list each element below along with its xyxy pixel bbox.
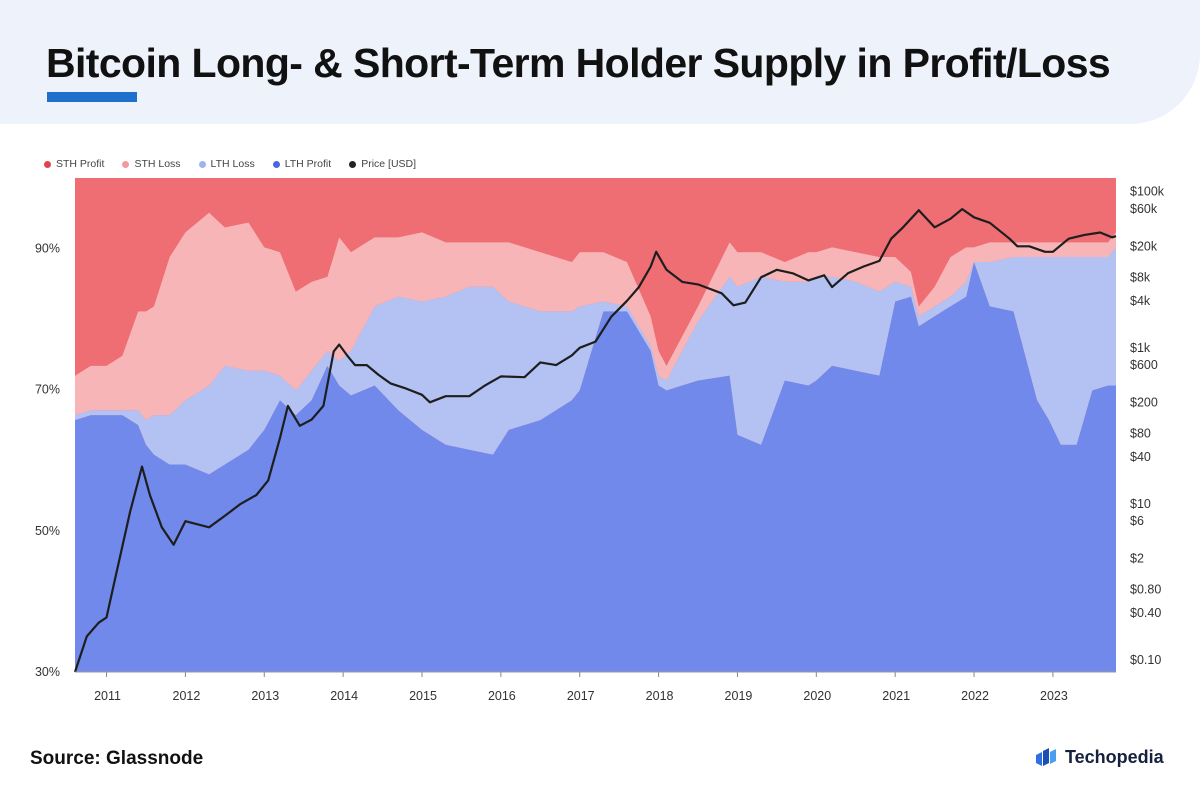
legend-swatch xyxy=(349,160,357,168)
y-right-tick: $6 xyxy=(1130,514,1144,528)
y-right-tick: $200 xyxy=(1130,395,1158,409)
y-right-tick: $20k xyxy=(1130,239,1158,253)
legend-swatch xyxy=(122,160,130,168)
x-tick: 2018 xyxy=(646,689,674,703)
legend-item-sth-loss[interactable]: STH Loss xyxy=(122,158,181,170)
source-label: Source: Glassnode xyxy=(30,748,204,769)
y-right-tick: $0.10 xyxy=(1130,653,1161,667)
legend-label: STH Loss xyxy=(134,158,181,170)
band-sth-profit xyxy=(75,178,1116,376)
title-accent-bar xyxy=(47,92,137,102)
y-right-tick: $80 xyxy=(1130,426,1151,440)
legend-swatch xyxy=(272,160,280,168)
x-tick: 2017 xyxy=(567,689,595,703)
x-tick: 2013 xyxy=(251,689,279,703)
techopedia-logo-icon xyxy=(1036,748,1056,766)
legend-label: LTH Loss xyxy=(210,158,255,170)
chart-legend: STH Profit STH Loss LTH Loss LTH Profit Pric… xyxy=(44,158,416,170)
x-tick: 2021 xyxy=(882,689,910,703)
x-tick: 2022 xyxy=(961,689,989,703)
header-band xyxy=(0,0,1200,124)
x-tick: 2023 xyxy=(1040,689,1068,703)
legend-label: LTH Profit xyxy=(284,158,332,170)
price-line xyxy=(73,207,1117,673)
x-tick: 2020 xyxy=(803,689,831,703)
price-layer xyxy=(73,207,1117,673)
legend-item-sth-profit[interactable]: STH Profit xyxy=(44,158,104,170)
y-right-tick: $2 xyxy=(1130,551,1144,565)
y-right-tick: $8k xyxy=(1130,270,1151,284)
y-left-tick: 70% xyxy=(35,383,60,397)
y-right-tick: $60k xyxy=(1130,202,1158,216)
band-lth-loss xyxy=(75,247,1116,475)
page-title: Bitcoin Long- & Short-Term Holder Supply… xyxy=(46,40,1111,86)
legend-item-lth-profit[interactable]: LTH Profit xyxy=(272,158,332,170)
y-right-tick: $0.80 xyxy=(1130,582,1161,596)
y-left-tick: 30% xyxy=(35,665,60,679)
y-right-tick: $40 xyxy=(1130,450,1151,464)
area-layer xyxy=(75,178,1116,672)
y-right-tick: $0.40 xyxy=(1130,606,1161,620)
y-left-tick: 50% xyxy=(35,524,60,538)
x-tick: 2011 xyxy=(94,689,121,703)
brand-name: Techopedia xyxy=(1065,746,1164,767)
band-lth-profit xyxy=(75,262,1116,672)
x-tick: 2016 xyxy=(488,689,516,703)
chart-plot: 90% 70% 50% 30% $100k $60k $20k $8k $4k $1k $600 $2… xyxy=(35,178,1165,703)
y-right-tick: $10 xyxy=(1130,497,1151,511)
legend-swatch xyxy=(198,160,206,168)
y-right-tick: $600 xyxy=(1130,358,1158,372)
legend-swatch xyxy=(44,160,51,168)
y-right-tick: $1k xyxy=(1130,341,1151,355)
x-tick: 2019 xyxy=(725,689,753,703)
legend-label: STH Profit xyxy=(56,158,105,170)
axis-layer: 90% 70% 50% 30% $100k $60k $20k $8k $4k $1k $600 $2… xyxy=(35,185,1165,703)
band-sth-loss xyxy=(75,212,1116,421)
legend-label: Price [USD] xyxy=(361,158,417,170)
brand: Techopedia xyxy=(1035,746,1164,768)
legend-item-lth-loss[interactable]: LTH Loss xyxy=(198,158,255,170)
x-tick: 2014 xyxy=(330,689,358,703)
y-right-tick: $100k xyxy=(1130,185,1165,199)
x-tick: 2015 xyxy=(409,689,437,703)
y-right-tick: $4k xyxy=(1130,294,1151,308)
legend-item-price-usd[interactable]: Price [USD] xyxy=(349,158,416,170)
y-left-tick: 90% xyxy=(35,242,60,256)
x-tick: 2012 xyxy=(173,689,201,703)
